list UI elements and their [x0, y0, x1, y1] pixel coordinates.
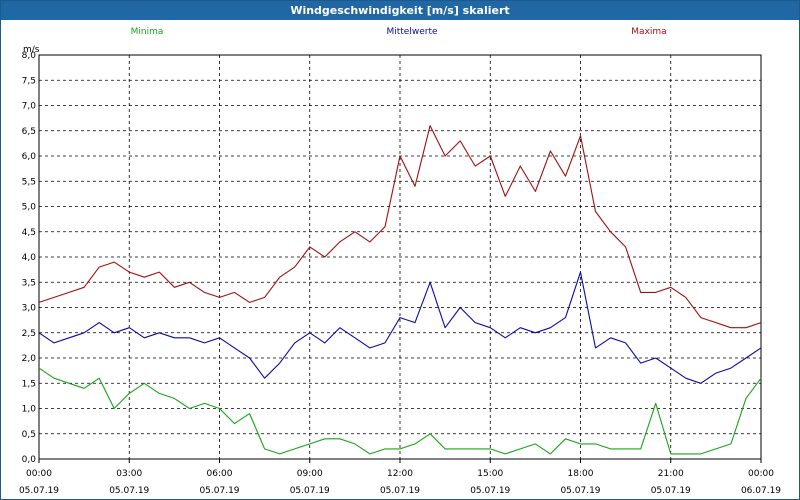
y-tick-label: 3,5 [22, 278, 36, 288]
series-maxima-line [38, 125, 762, 329]
series-mittelwerte-line [38, 271, 762, 384]
y-tick-label: 4,0 [22, 253, 37, 263]
y-tick-label: 5,0 [22, 203, 37, 213]
x-tick-time: 15:00 [477, 469, 503, 479]
x-tick-date: 05.07.19 [560, 486, 600, 496]
y-tick-label: 7,5 [22, 76, 36, 86]
x-tick-time: 12:00 [387, 469, 413, 479]
x-tick-time: 09:00 [297, 469, 323, 479]
x-tick-time: 21:00 [658, 469, 684, 479]
x-tick-date: 05.07.19 [19, 486, 59, 496]
y-tick-label: 6,5 [22, 127, 36, 137]
x-tick-date: 05.07.19 [199, 486, 239, 496]
legend-minima: Minima [131, 27, 164, 37]
legend-maxima: Maxima [631, 27, 666, 37]
x-tick-date: 06.07.19 [741, 486, 781, 496]
y-tick-label: 8,0 [22, 51, 37, 61]
x-tick-time: 06:00 [207, 469, 233, 479]
x-tick-date: 05.07.19 [109, 486, 149, 496]
legend-mittelwerte: Mittelwerte [386, 27, 437, 37]
y-tick-label: 2,0 [22, 354, 37, 364]
x-tick-date: 05.07.19 [290, 486, 330, 496]
x-tick-time: 00:00 [748, 469, 774, 479]
x-tick-time: 03:00 [116, 469, 142, 479]
y-axis-label: m/s [23, 45, 40, 55]
y-tick-label: 4,5 [22, 228, 36, 238]
y-tick-label: 7,0 [22, 102, 37, 112]
series-minima-line [38, 367, 762, 455]
y-tick-label: 1,5 [22, 379, 36, 389]
y-tick-label: 1,0 [22, 405, 37, 415]
window-title: Windgeschwindigkeit [m/s] skaliert [1, 1, 799, 20]
y-tick-label: 6,0 [22, 152, 37, 162]
y-tick-label: 3,0 [22, 304, 37, 314]
y-tick-label: 0,5 [22, 430, 36, 440]
x-tick-time: 18:00 [568, 469, 594, 479]
x-tick-date: 05.07.19 [651, 486, 691, 496]
y-tick-label: 2,5 [22, 329, 36, 339]
y-tick-label: 0,0 [22, 455, 37, 465]
x-tick-date: 05.07.19 [380, 486, 420, 496]
chart: 0,0 0,5 1,0 1,5 2,0 2,5 3,0 3,5 4,0 4,5 5,0 5,5 6,0 6… [19, 27, 781, 496]
y-tick-label: 5,5 [22, 177, 36, 187]
x-tick-time: 00:00 [26, 469, 52, 479]
x-tick-date: 05.07.19 [470, 486, 510, 496]
